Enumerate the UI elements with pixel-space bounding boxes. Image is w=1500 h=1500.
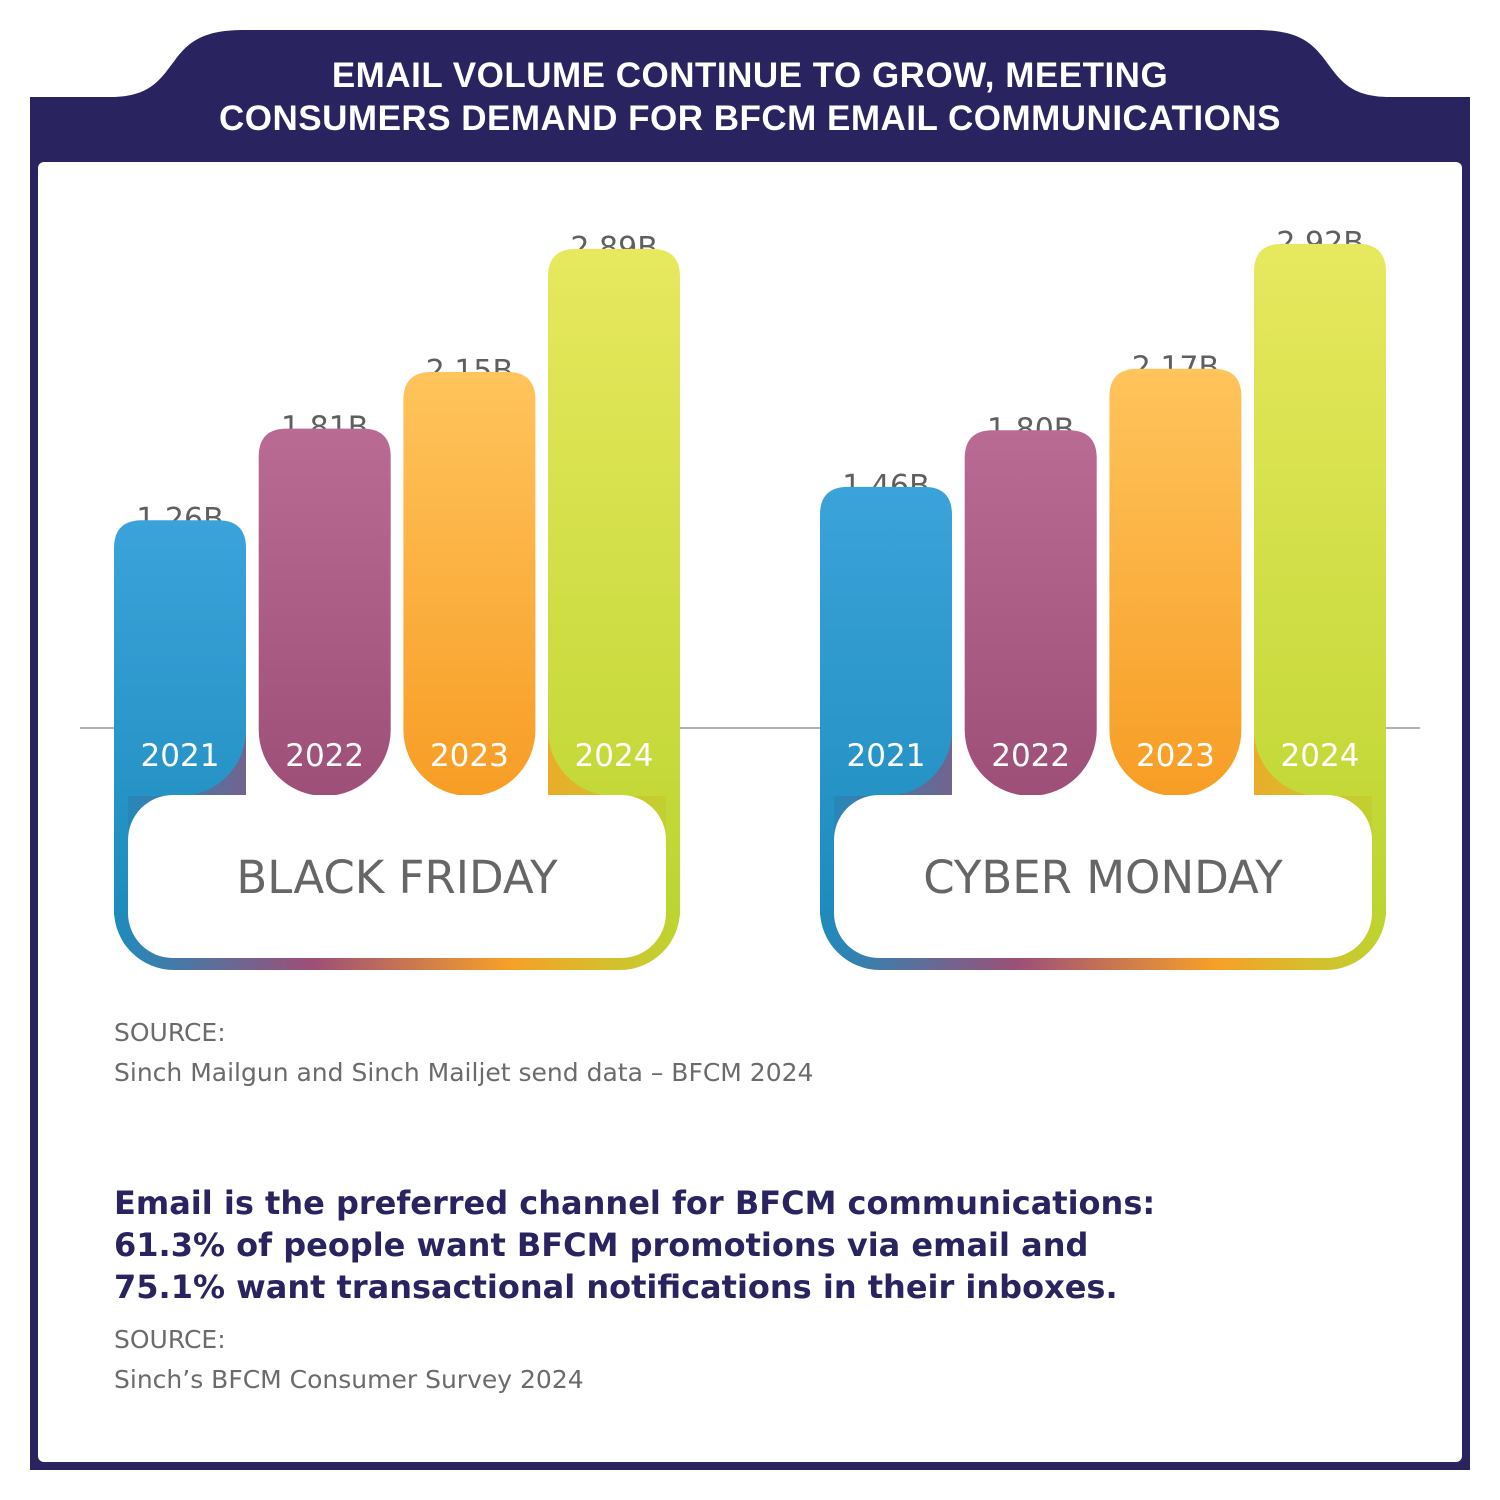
highlight-line-3: 75.1% want transactional notifications i… bbox=[114, 1268, 1118, 1306]
year-label: 2021 bbox=[141, 738, 220, 774]
bar-2023 bbox=[1109, 368, 1242, 796]
bar-2022 bbox=[258, 428, 391, 796]
highlight-text: Email is the preferred channel for BFCM … bbox=[114, 1182, 1155, 1308]
highlight-line-2: 61.3% of people want BFCM promotions via… bbox=[114, 1226, 1089, 1264]
year-label: 2023 bbox=[1136, 738, 1215, 774]
source-2: SOURCE: Sinch’s BFCM Consumer Survey 202… bbox=[114, 1320, 584, 1400]
group-label-box bbox=[834, 795, 1372, 958]
year-label: 2022 bbox=[991, 738, 1070, 774]
year-label: 2024 bbox=[575, 738, 654, 774]
source-text: Sinch’s BFCM Consumer Survey 2024 bbox=[114, 1365, 584, 1394]
page-title: EMAIL VOLUME CONTINUE TO GROW, MEETING C… bbox=[0, 54, 1500, 140]
source-1: SOURCE: Sinch Mailgun and Sinch Mailjet … bbox=[114, 1013, 813, 1093]
year-label: 2023 bbox=[430, 738, 509, 774]
highlight-line-1: Email is the preferred channel for BFCM … bbox=[114, 1184, 1156, 1222]
title-line-2: CONSUMERS DEMAND FOR BFCM EMAIL COMMUNIC… bbox=[219, 99, 1281, 138]
group-label: CYBER MONDAY bbox=[923, 851, 1283, 904]
title-line-1: EMAIL VOLUME CONTINUE TO GROW, MEETING bbox=[331, 56, 1169, 95]
year-label: 2022 bbox=[285, 738, 364, 774]
bar-2021 bbox=[820, 486, 952, 915]
group-label: BLACK FRIDAY bbox=[236, 851, 558, 904]
year-label: 2024 bbox=[1281, 738, 1360, 774]
group-label-box bbox=[128, 795, 666, 958]
bar-2024 bbox=[548, 248, 680, 915]
source-label: SOURCE: bbox=[114, 1325, 226, 1354]
year-label: 2021 bbox=[847, 738, 926, 774]
source-text: Sinch Mailgun and Sinch Mailjet send dat… bbox=[114, 1058, 814, 1087]
bar-2024 bbox=[1254, 243, 1386, 915]
source-label: SOURCE: bbox=[114, 1018, 226, 1047]
bar-2021 bbox=[114, 520, 246, 915]
bar-2023 bbox=[403, 372, 536, 797]
bar-2022 bbox=[964, 430, 1097, 796]
